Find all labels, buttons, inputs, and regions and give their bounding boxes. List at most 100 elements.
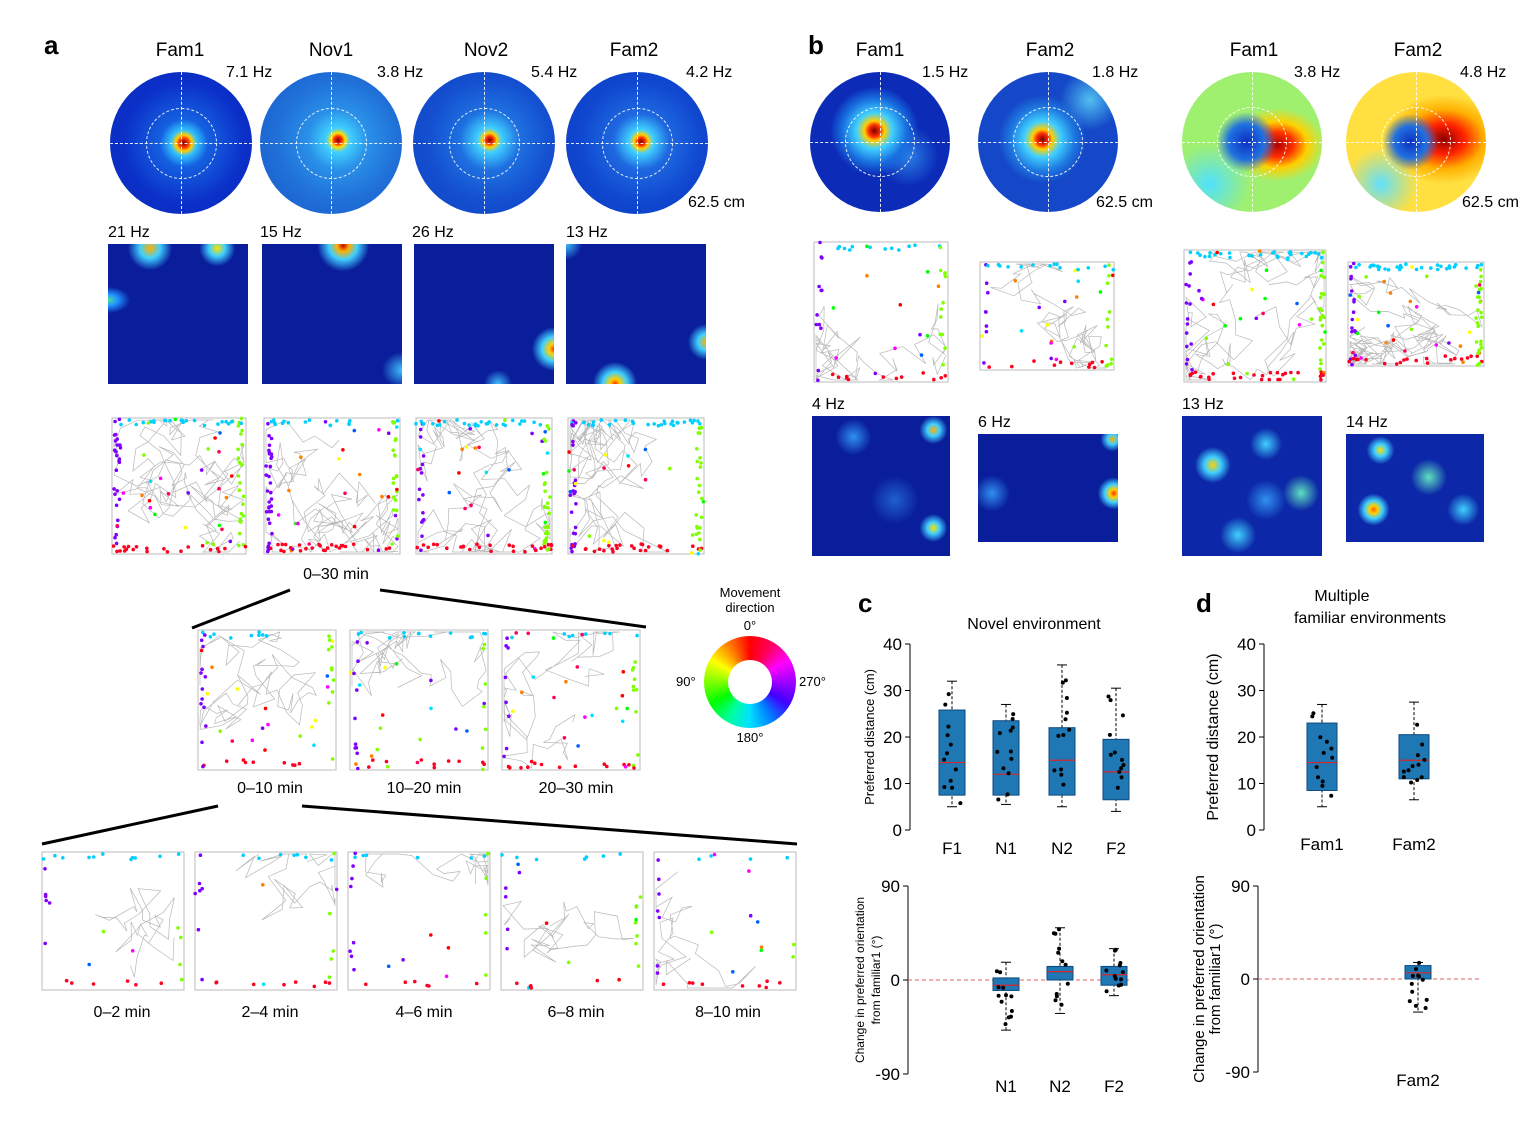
- spike-dot: [334, 544, 338, 549]
- spike-dot: [1355, 317, 1360, 322]
- spike-dot: [395, 418, 400, 423]
- rate-map: [108, 244, 248, 384]
- spike-dot: [141, 420, 146, 425]
- spike-dot: [530, 431, 534, 436]
- session-label: 0–30 min: [303, 566, 369, 583]
- spike-dot: [1187, 284, 1191, 288]
- spike-dot: [520, 419, 524, 423]
- data-point: [1311, 711, 1316, 716]
- spike-dot: [393, 498, 398, 502]
- spike-dot: [1309, 317, 1314, 321]
- spike-dot: [764, 985, 768, 990]
- spike-dot: [1063, 299, 1067, 304]
- spike-dot: [267, 443, 272, 448]
- spike-dot: [1447, 266, 1452, 270]
- spike-dot: [633, 660, 637, 664]
- data-point: [1008, 749, 1013, 754]
- spike-dot: [621, 670, 626, 674]
- spike-dot: [483, 682, 488, 686]
- polar-rate: 5.4 Hz: [531, 64, 578, 81]
- data-point: [1416, 762, 1421, 767]
- spike-dot: [564, 679, 568, 684]
- spike-dot: [506, 646, 510, 650]
- spike-dot: [467, 423, 471, 427]
- spike-dot: [1353, 353, 1358, 358]
- spike-dot: [378, 726, 383, 730]
- data-point: [1004, 993, 1008, 998]
- spike-dot: [1204, 336, 1209, 341]
- spike-dot: [435, 423, 440, 428]
- spike-dot: [416, 467, 420, 472]
- data-point: [994, 969, 999, 974]
- spike-dot: [1474, 340, 1479, 344]
- spike-dot: [327, 981, 332, 985]
- data-point: [1104, 989, 1109, 994]
- spike-dot: [757, 984, 762, 988]
- data-point: [942, 785, 947, 789]
- spike-dot: [64, 978, 69, 983]
- spike-dot: [511, 549, 516, 554]
- spike-dot: [280, 542, 285, 547]
- spike-dot: [583, 547, 588, 551]
- data-point: [1003, 1022, 1008, 1027]
- spike-dot: [511, 544, 515, 549]
- spike-dot: [484, 876, 488, 881]
- panel-letter-a: a: [44, 30, 59, 60]
- spike-dot: [516, 862, 520, 867]
- spike-dot: [1364, 358, 1368, 362]
- spike-dot: [1319, 361, 1323, 366]
- spike-dot: [502, 754, 506, 759]
- spike-dot: [696, 431, 701, 435]
- spike-dot: [656, 858, 660, 862]
- data-point: [942, 757, 947, 762]
- spike-dot: [984, 281, 989, 285]
- spike-dot: [114, 541, 119, 546]
- spike-dot: [394, 474, 399, 478]
- box-F1: [938, 709, 966, 796]
- polar-title: Fam1: [855, 40, 905, 61]
- spike-dot: [351, 864, 355, 868]
- data-point: [1417, 974, 1421, 979]
- spike-dot: [697, 490, 701, 494]
- spike-dot: [1087, 365, 1091, 369]
- spike-dot: [1213, 252, 1217, 257]
- spike-dot: [218, 729, 222, 733]
- data-point: [1106, 694, 1111, 699]
- spike-dot: [1106, 325, 1110, 329]
- spike-dot: [602, 548, 606, 553]
- spike-dot: [695, 459, 700, 464]
- spike-dot: [602, 538, 606, 543]
- spike-dot: [618, 852, 622, 856]
- spike-dot: [1478, 268, 1483, 272]
- spike-dot: [1321, 260, 1325, 265]
- spike-dot: [263, 748, 267, 752]
- spike-dot: [629, 544, 634, 548]
- spike-dot: [371, 758, 375, 762]
- spike-dot: [569, 510, 574, 514]
- data-point: [1108, 752, 1113, 757]
- polar-rate: 3.8 Hz: [1294, 64, 1341, 81]
- data-point: [1415, 722, 1420, 727]
- spike-dot: [421, 454, 426, 458]
- spike-dot: [980, 334, 984, 338]
- spike-dot: [391, 448, 395, 452]
- spike-dot: [1453, 356, 1457, 361]
- spike-dot: [468, 427, 472, 431]
- spike-dot: [202, 705, 206, 710]
- data-point: [1053, 998, 1058, 1003]
- spike-dot: [1264, 268, 1269, 272]
- spike-dot: [351, 542, 356, 546]
- spike-dot: [1350, 329, 1354, 334]
- spike-dot: [785, 855, 789, 860]
- spike-dot: [938, 332, 942, 337]
- spike-dot: [127, 418, 132, 422]
- spike-dot: [1319, 338, 1324, 342]
- data-point: [1119, 775, 1124, 780]
- spike-dot: [575, 665, 580, 669]
- data-point: [1119, 766, 1124, 771]
- trajectory-frame: [501, 629, 641, 771]
- trajectory-plot: [41, 851, 185, 991]
- spike-dot: [1467, 330, 1472, 334]
- spike-dot: [1476, 324, 1480, 328]
- spike-dot: [506, 764, 511, 769]
